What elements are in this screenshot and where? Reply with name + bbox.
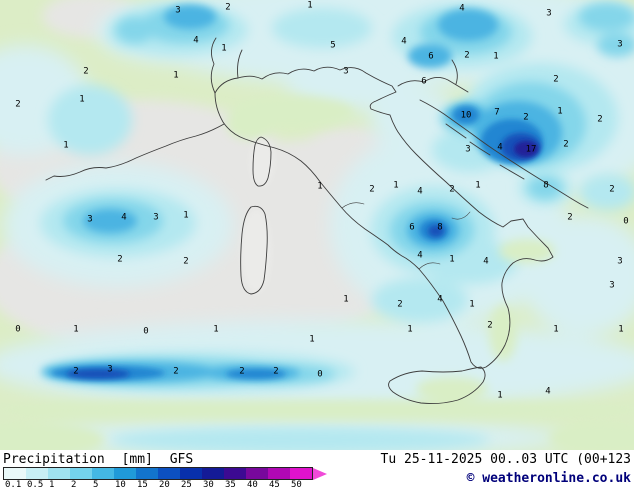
legend-segment — [290, 468, 312, 479]
dry-land-overlays — [0, 96, 634, 450]
legend-tick: 30 — [203, 480, 214, 490]
legend-segment — [4, 468, 26, 479]
precip-layer-max — [514, 141, 538, 157]
sicily-coastline — [388, 366, 486, 405]
legend-tick: 0.1 — [5, 480, 22, 490]
legend-segment — [268, 468, 290, 479]
copyright: © weatheronline.co.uk — [466, 471, 631, 486]
legend-tick: 25 — [181, 480, 192, 490]
legend-tick: 2 — [71, 480, 77, 490]
balkan-coastline — [419, 99, 589, 209]
sardinia-coastline — [240, 205, 268, 295]
balkan-islands — [445, 123, 525, 180]
corsica-coastline — [252, 136, 272, 187]
legend-segment — [136, 468, 158, 479]
legend-tick: 15 — [137, 480, 148, 490]
legend-segment — [48, 468, 70, 479]
map-title: Precipitation — [3, 452, 105, 467]
legend-segment — [158, 468, 180, 479]
legend-segment — [70, 468, 92, 479]
france-coast — [45, 123, 225, 181]
legend-bar-body — [3, 467, 313, 480]
legend-tick: 40 — [247, 480, 258, 490]
footer-title-row: Precipitation [mm] GFS Tu 25-11-2025 00.… — [3, 452, 631, 467]
france-borders — [210, 37, 243, 94]
legend-tick: 50 — [291, 480, 302, 490]
map-unit: [mm] — [121, 452, 153, 467]
island-fills — [241, 138, 274, 293]
map-datetime: Tu 25-11-2025 00..03 UTC (00+123 — [380, 452, 631, 467]
legend-tick: 5 — [93, 480, 99, 490]
title-group: Precipitation [mm] GFS — [3, 452, 202, 467]
legend-tick: 20 — [159, 480, 170, 490]
precipitation-legend: 0.1 0.5 1 2 5 10 15 20 25 30 35 40 45 50 — [3, 467, 327, 490]
legend-tick: 1 — [49, 480, 55, 490]
balkan-borders — [397, 59, 469, 93]
legend-tick: 0.5 — [27, 480, 44, 490]
legend-overflow-arrow — [313, 467, 327, 480]
legend-segment — [180, 468, 202, 479]
map-svg — [0, 0, 634, 450]
italy-region-borders — [341, 202, 471, 270]
map-footer: Precipitation [mm] GFS Tu 25-11-2025 00.… — [0, 450, 634, 490]
model-name: GFS — [169, 452, 194, 467]
legend-tick: 45 — [269, 480, 280, 490]
legend-segment — [246, 468, 268, 479]
legend-tick: 10 — [115, 480, 126, 490]
legend-segment — [202, 468, 224, 479]
italy-coastline — [214, 66, 554, 369]
precipitation-map: 3 2 1 4 3 4 1 5 4 3 6 2 1 2 1 3 6 2 1 2 10 7 2 1 2 1 3 4 17 2 1 2 1 4 2 1 8 2… — [0, 0, 634, 450]
legend-tick: 35 — [225, 480, 236, 490]
legend-segment — [26, 468, 48, 479]
legend-segment — [92, 468, 114, 479]
legend-tick-labels: 0.1 0.5 1 2 5 10 15 20 25 30 35 40 45 50 — [3, 480, 327, 490]
coastlines — [45, 37, 589, 405]
legend-color-bar — [3, 467, 327, 480]
legend-segment — [114, 468, 136, 479]
legend-segment — [224, 468, 246, 479]
